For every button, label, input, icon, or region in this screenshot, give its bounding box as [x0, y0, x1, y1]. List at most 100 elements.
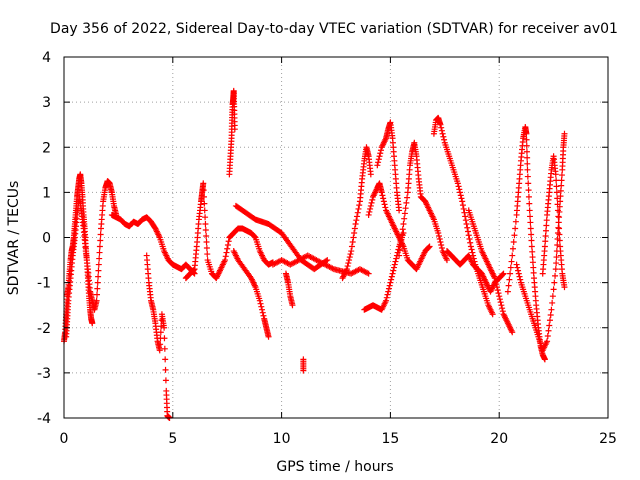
data-point [543, 222, 550, 229]
data-point [542, 227, 549, 234]
data-point [223, 249, 230, 256]
data-point [347, 251, 354, 258]
data-point [437, 239, 444, 246]
data-point [351, 225, 358, 232]
data-point [389, 270, 396, 277]
data-point [403, 199, 410, 206]
data-point [546, 317, 553, 324]
data-point [354, 209, 361, 216]
data-point [95, 267, 102, 274]
data-point [397, 242, 404, 249]
data-point [381, 201, 388, 208]
x-tick-label: 25 [599, 431, 617, 447]
y-tick-label: 0 [42, 231, 51, 247]
series-track-14h-cluster [365, 180, 433, 273]
data-point [459, 202, 466, 209]
data-point [439, 130, 446, 137]
data-point [383, 294, 390, 301]
data-point [515, 267, 522, 274]
data-point [458, 195, 465, 202]
data-point [508, 258, 515, 265]
data-point [344, 263, 351, 270]
axis-ticks [63, 56, 609, 419]
data-point [494, 284, 501, 291]
series-track-10h-drop [282, 270, 296, 309]
data-point [550, 286, 557, 293]
data-point [93, 297, 100, 304]
data-point [367, 202, 374, 209]
data-point [354, 213, 361, 220]
data-point [385, 285, 392, 292]
data-point [556, 214, 563, 221]
data-point [97, 237, 104, 244]
data-point [557, 193, 564, 200]
x-tick-label: 5 [168, 431, 177, 447]
data-point [202, 214, 209, 221]
data-point [366, 208, 373, 215]
data-point [525, 193, 532, 200]
data-point [525, 180, 532, 187]
data-point [461, 209, 468, 216]
data-point [388, 273, 395, 280]
series-track-17h-peak [430, 114, 496, 318]
data-point [89, 320, 96, 327]
data-point [259, 306, 266, 313]
data-point [553, 260, 560, 267]
data-point [525, 187, 532, 194]
data-point [515, 270, 522, 277]
data-point [496, 296, 503, 303]
data-point [547, 311, 554, 318]
data-point [526, 207, 533, 214]
data-point [529, 248, 536, 255]
data-point [541, 356, 548, 363]
data-point [516, 273, 523, 280]
series-track-13h-rise [339, 144, 374, 282]
data-point [561, 130, 568, 137]
data-point [157, 341, 164, 348]
data-point [200, 193, 207, 200]
data-point [455, 183, 462, 190]
data-point [438, 127, 445, 134]
data-point [454, 180, 461, 187]
data-point [544, 333, 551, 340]
data-point [456, 186, 463, 193]
data-point [443, 257, 450, 264]
data-point [437, 121, 444, 128]
data-point [469, 249, 476, 256]
data-point [190, 266, 197, 273]
data-point [468, 246, 475, 253]
data-point [367, 205, 374, 212]
data-point [374, 162, 381, 169]
data-points [61, 87, 568, 421]
data-point [499, 305, 506, 312]
data-point [401, 215, 408, 222]
data-point [300, 367, 307, 374]
series-track-11h-outlier [300, 356, 307, 374]
data-point [348, 243, 355, 250]
series-track-8h-drop [230, 248, 272, 340]
data-point [546, 322, 553, 329]
data-point [510, 239, 517, 246]
y-tick-label: 2 [42, 140, 51, 156]
data-point [438, 124, 445, 131]
data-point [346, 254, 353, 261]
data-point [549, 299, 556, 306]
data-point [289, 302, 296, 309]
data-point [367, 171, 374, 178]
data-point [401, 210, 408, 217]
y-axis-label: SDTVAR / TECUs [6, 181, 22, 296]
data-point [457, 192, 464, 199]
series-track-14h-low [361, 229, 407, 313]
data-point [495, 290, 502, 297]
data-point [528, 237, 535, 244]
data-point [462, 213, 469, 220]
y-tick-label: -2 [37, 321, 51, 337]
data-point [440, 133, 447, 140]
data-point [161, 335, 168, 342]
data-point [497, 299, 504, 306]
data-point [365, 211, 372, 218]
data-point [509, 245, 516, 252]
x-tick-labels: 0 5 10 15 20 25 [60, 431, 617, 447]
data-point [377, 150, 384, 157]
data-point [425, 244, 432, 251]
